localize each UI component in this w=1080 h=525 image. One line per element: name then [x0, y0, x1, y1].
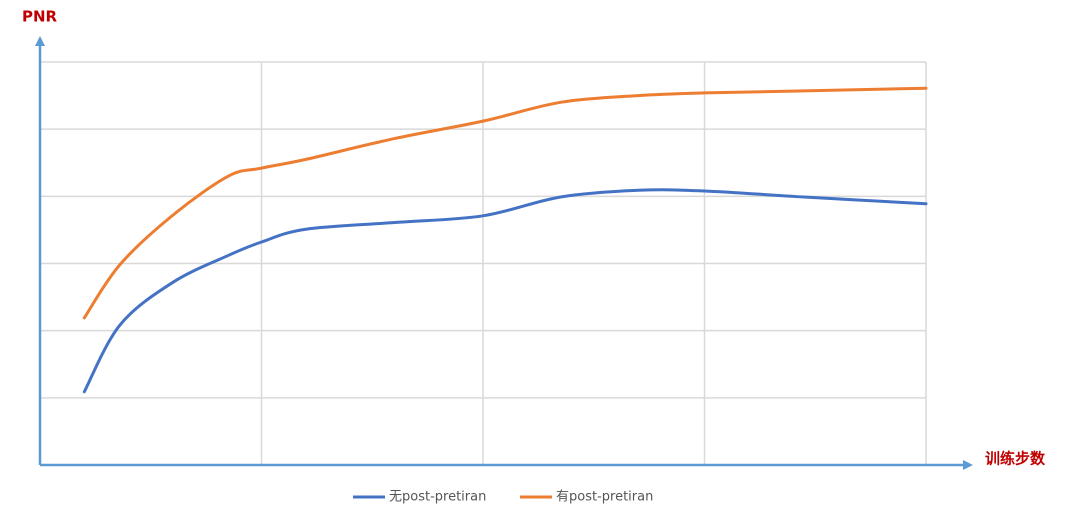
- y-axis-arrow: [35, 36, 45, 46]
- line: [82, 188, 928, 394]
- x-axis-arrow: [963, 460, 973, 470]
- y-axis-title: PNR: [22, 8, 58, 26]
- legend-text: 有post-pretiran: [556, 490, 653, 505]
- legend-text: 无post-pretiran: [389, 490, 486, 505]
- line: [82, 86, 928, 320]
- x-axis-title: 训练步数: [985, 450, 1046, 468]
